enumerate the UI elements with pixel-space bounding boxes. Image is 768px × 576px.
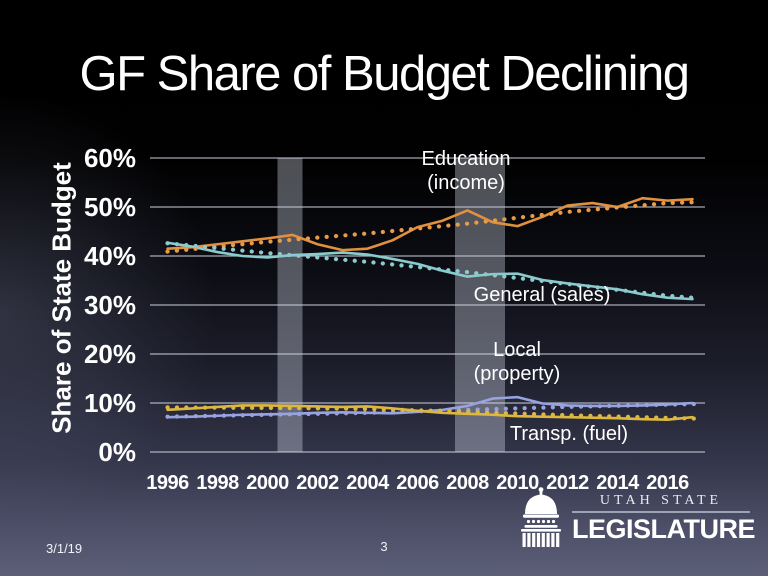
x-tick-label: 2014 xyxy=(596,472,639,494)
slide-date: 3/1/19 xyxy=(46,541,83,556)
y-tick-label: 50% xyxy=(83,192,136,222)
x-tick-label: 2000 xyxy=(246,472,289,494)
y-axis-title: Share of State Budget xyxy=(46,162,77,434)
slide-title: GF Share of Budget Declining xyxy=(79,47,690,101)
y-tick-label: 20% xyxy=(83,339,136,369)
x-tick-label: 1996 xyxy=(146,472,189,494)
x-tick-label: 2016 xyxy=(646,472,689,494)
y-tick-label: 40% xyxy=(83,241,136,271)
y-tick-label: 60% xyxy=(83,143,136,173)
x-tick-label: 2006 xyxy=(396,472,439,494)
x-tick-label: 1998 xyxy=(196,472,239,494)
series-dotted-line xyxy=(165,405,700,421)
x-tick-label: 2008 xyxy=(446,472,489,494)
series-label-local-line2: (property) xyxy=(473,362,561,385)
logo-divider xyxy=(572,511,750,513)
series-solid-line xyxy=(166,395,694,419)
series-label-education: Education (income) xyxy=(376,148,556,195)
series-label-local: Local (property) xyxy=(427,339,607,386)
utah-state-legislature-logo: UTAH STATE LEGISLATURE xyxy=(516,485,756,549)
series-dotted-line xyxy=(165,241,700,301)
x-tick-label: 2010 xyxy=(496,472,539,494)
series-label-education-line2: (income) xyxy=(427,171,505,194)
series-label-general: General (sales) xyxy=(442,284,642,308)
y-tick-label: 10% xyxy=(83,388,136,418)
logo-org-line2: LEGISLATURE xyxy=(572,514,756,544)
logo-org-line1: UTAH STATE xyxy=(599,493,723,508)
x-tick-label: 2004 xyxy=(346,472,389,494)
series-dotted-line xyxy=(165,200,700,254)
series-label-transp-line1: Transp. (fuel) xyxy=(509,423,629,445)
series-dotted-line xyxy=(165,401,700,419)
series-label-general-line1: General (sales) xyxy=(473,284,611,306)
series-label-transp: Transp. (fuel) xyxy=(469,423,669,447)
series-solid-line xyxy=(166,196,694,252)
x-tick-label: 2002 xyxy=(296,472,339,494)
capitol-dome-icon xyxy=(521,487,561,547)
y-tick-label: 0% xyxy=(98,437,136,467)
y-tick-label: 30% xyxy=(83,290,136,320)
slide-page-number: 3 xyxy=(380,539,388,554)
series-label-local-line1: Local xyxy=(493,339,541,361)
series-label-education-line1: Education xyxy=(421,148,511,170)
x-tick-label: 2012 xyxy=(546,472,589,494)
